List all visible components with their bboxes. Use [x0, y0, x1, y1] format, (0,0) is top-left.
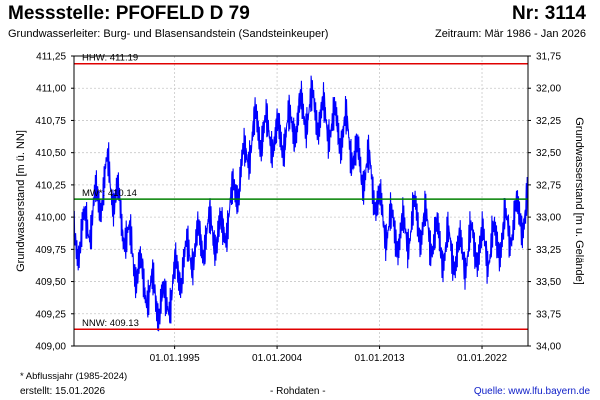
- y-tick-label-left: 409,25: [35, 309, 66, 320]
- y-tick-label-right: 33,75: [536, 309, 561, 320]
- y-tick-label-left: 409,75: [35, 245, 66, 256]
- y-tick-label-left: 411,00: [36, 84, 66, 95]
- x-tick-label: 01.01.2013: [355, 353, 405, 364]
- reference-label: MW*: 410.14: [82, 188, 137, 199]
- station-title: Messstelle: PFOFELD D 79: [8, 3, 250, 24]
- reference-label: NNW: 409.13: [82, 318, 139, 329]
- source-link[interactable]: Quelle: www.lfu.bayern.de: [473, 386, 590, 397]
- y-tick-label-right: 32,25: [536, 116, 561, 127]
- y-tick-label-right: 32,50: [536, 148, 561, 159]
- period-label: Zeitraum: Mär 1986 - Jan 2026: [434, 28, 586, 40]
- y-tick-label-right: 33,00: [536, 213, 561, 224]
- y-tick-label-right: 34,00: [536, 342, 561, 353]
- y-tick-label-right: 31,75: [536, 52, 561, 63]
- reference-label: HHW: 411.19: [82, 53, 138, 64]
- plot-frame: [73, 55, 529, 347]
- x-tick-label: 01.01.2022: [457, 353, 507, 364]
- y-tick-label-right: 33,25: [536, 245, 561, 256]
- y-tick-label-right: 33,50: [536, 277, 561, 288]
- aquifer-label: Grundwasserleiter: Burg- und Blasensands…: [8, 28, 329, 40]
- y-tick-label-left: 411,25: [36, 52, 66, 63]
- y-tick-label-left: 410,75: [35, 116, 66, 127]
- station-number: Nr: 3114: [512, 3, 586, 24]
- created-date: erstellt: 15.01.2026: [20, 386, 106, 397]
- rawdata-label: - Rohdaten -: [270, 386, 326, 397]
- y-tick-label-left: 410,00: [35, 213, 66, 224]
- y-tick-label-left: 409,00: [35, 342, 66, 353]
- series-line: [73, 75, 529, 332]
- y-tick-label-right: 32,75: [536, 180, 561, 191]
- x-tick-label: 01.01.1995: [150, 353, 200, 364]
- footnote: * Abflussjahr (1985-2024): [20, 371, 128, 382]
- y-tick-label-right: 32,00: [536, 84, 561, 95]
- y-tick-label-left: 410,50: [35, 148, 66, 159]
- y-axis-title-left: Grundwasserstand [m ü. NN]: [15, 130, 27, 272]
- y-tick-label-left: 410,25: [35, 180, 66, 191]
- x-tick-label: 01.01.2004: [252, 353, 302, 364]
- y-axis-title-right: Grundwasserstand [m u. Gelände]: [573, 117, 585, 285]
- y-tick-label-left: 409,50: [35, 277, 66, 288]
